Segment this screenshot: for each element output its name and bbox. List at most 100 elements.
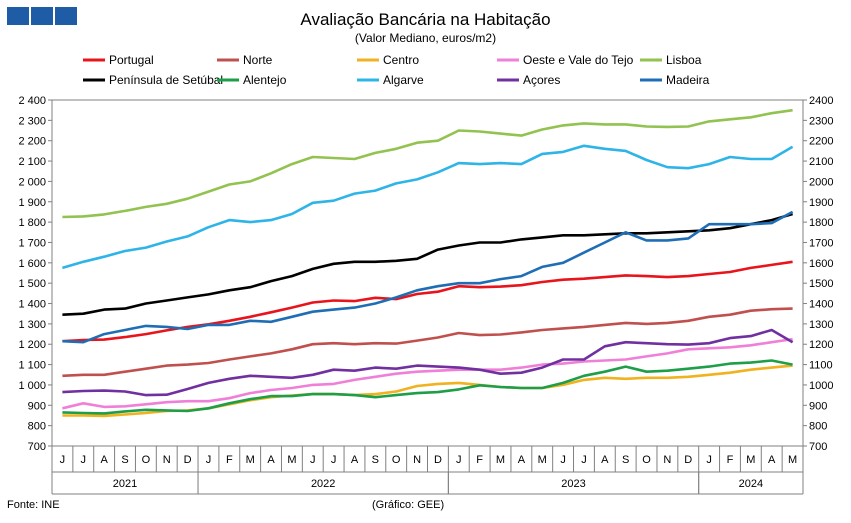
x-tick-label: M (496, 454, 505, 466)
y-tick-label-right: 800 (809, 421, 827, 433)
x-tick-label: J (331, 454, 337, 466)
x-tick-label: J (456, 454, 462, 466)
y-tick-label-left: 1 700 (18, 237, 46, 249)
legend-label: Lisboa (666, 53, 702, 67)
x-tick-label: M (538, 454, 547, 466)
series-line-portugal (62, 260, 793, 343)
year-label: 2021 (113, 478, 137, 490)
x-tick-label: J (206, 454, 212, 466)
x-tick-label: M (746, 454, 755, 466)
y-tick-label-right: 2200 (809, 136, 833, 148)
x-tick-label: S (121, 454, 128, 466)
series-line-lisboa (62, 108, 793, 219)
legend-label: Portugal (109, 53, 154, 67)
y-tick-label-left: 1 300 (18, 319, 46, 331)
y-tick-label-left: 900 (28, 400, 46, 412)
legend-label: Península de Setúbal (109, 73, 223, 87)
chart-title: Avaliação Bancária na Habitação (300, 10, 551, 29)
y-tick-label-left: 2 400 (18, 95, 46, 107)
y-tick-label-right: 2300 (809, 115, 833, 127)
y-tick-label-right: 1300 (809, 319, 833, 331)
x-tick-label: M (788, 454, 797, 466)
y-tick-label-right: 1800 (809, 217, 833, 229)
x-tick-label: M (246, 454, 255, 466)
y-tick-label-right: 1900 (809, 197, 833, 209)
x-tick-label: M (287, 454, 296, 466)
y-tick-label-right: 2100 (809, 156, 833, 168)
legend-label: Madeira (666, 73, 710, 87)
x-tick-label: F (727, 454, 734, 466)
x-tick-label: O (142, 454, 151, 466)
x-tick-label: J (560, 454, 566, 466)
y-tick-label-right: 900 (809, 400, 827, 412)
y-tick-label-left: 700 (28, 441, 46, 453)
x-tick-label: A (100, 454, 108, 466)
y-tick-label-right: 1100 (809, 360, 833, 372)
x-tick-label: O (642, 454, 651, 466)
y-tick-label-left: 1 200 (18, 339, 46, 351)
y-tick-label-left: 2 000 (18, 176, 46, 188)
x-tick-label: A (601, 454, 609, 466)
series-line-madeira (62, 210, 794, 344)
x-tick-label: A (518, 454, 526, 466)
y-tick-label-left: 1 800 (18, 217, 46, 229)
year-label: 2023 (561, 478, 585, 490)
x-tick-label: S (372, 454, 379, 466)
y-tick-label-left: 1 100 (18, 360, 46, 372)
y-tick-label-left: 2 100 (18, 156, 46, 168)
x-tick-label: A (267, 454, 275, 466)
year-label: 2024 (739, 478, 763, 490)
y-tick-label-right: 2400 (809, 95, 833, 107)
y-tick-label-left: 1 000 (18, 380, 46, 392)
y-tick-label-right: 1500 (809, 278, 833, 290)
x-tick-label: F (226, 454, 233, 466)
y-tick-label-left: 1 900 (18, 197, 46, 209)
credit-note: (Gráfico: GEE) (372, 499, 445, 511)
x-tick-label: O (392, 454, 401, 466)
x-tick-label: N (413, 454, 421, 466)
y-tick-label-left: 1 400 (18, 299, 46, 311)
y-tick-label-right: 1000 (809, 380, 833, 392)
y-tick-label-left: 2 300 (18, 115, 46, 127)
series-line-pen-nsula-de-set-bal (62, 212, 793, 316)
legend-label: Centro (383, 53, 419, 67)
year-label: 2022 (311, 478, 335, 490)
legend-label: Norte (243, 53, 273, 67)
x-tick-label: J (706, 454, 712, 466)
y-tick-label-right: 1700 (809, 237, 833, 249)
chart-subtitle: (Valor Mediano, euros/m2) (354, 31, 497, 45)
y-tick-label-left: 2 200 (18, 136, 46, 148)
x-tick-label: J (81, 454, 87, 466)
series-line-a-ores (62, 328, 794, 397)
x-tick-label: S (622, 454, 629, 466)
series-line-alentejo (62, 359, 793, 415)
x-tick-label: N (663, 454, 671, 466)
x-tick-label: A (351, 454, 359, 466)
y-tick-label-right: 1400 (809, 299, 833, 311)
x-tick-label: J (581, 454, 587, 466)
logo-square-3 (55, 7, 77, 25)
y-tick-label-left: 800 (28, 421, 46, 433)
logo-square-2 (31, 7, 53, 25)
series-line-algarve (62, 144, 794, 270)
x-tick-label: D (684, 454, 692, 466)
legend-label: Algarve (383, 73, 424, 87)
x-tick-label: A (768, 454, 776, 466)
x-tick-label: D (434, 454, 442, 466)
y-tick-label-right: 2000 (809, 176, 833, 188)
x-tick-label: D (184, 454, 192, 466)
y-tick-label-left: 1 600 (18, 258, 46, 270)
series-line-oeste-e-vale-do-tejo (62, 337, 793, 410)
x-tick-label: N (163, 454, 171, 466)
legend-label: Oeste e Vale do Tejo (523, 53, 634, 67)
series-line-norte (62, 307, 793, 378)
y-tick-label-right: 1600 (809, 258, 833, 270)
x-tick-label: F (476, 454, 483, 466)
y-tick-label-right: 1200 (809, 339, 833, 351)
legend-label: Alentejo (243, 73, 287, 87)
x-tick-label: J (310, 454, 316, 466)
series-line-centro (62, 364, 793, 418)
y-tick-label-left: 1 500 (18, 278, 46, 290)
